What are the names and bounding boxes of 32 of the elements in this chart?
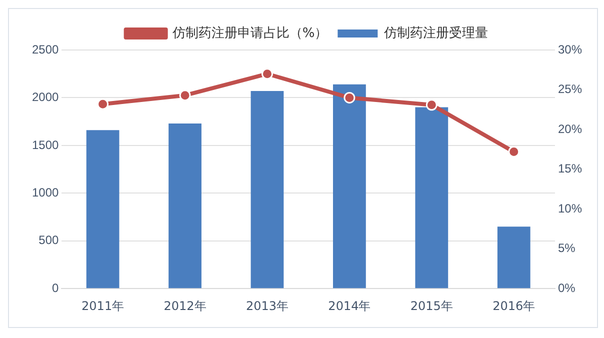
y2-tick-label: 25% <box>558 82 582 96</box>
point <box>426 99 438 111</box>
y2-tick-label: 20% <box>558 122 582 136</box>
point <box>344 92 356 104</box>
y2-tick-label: 5% <box>558 241 576 256</box>
bar <box>497 226 530 288</box>
point <box>97 98 109 110</box>
y-tick-label: 2000 <box>32 90 60 104</box>
legend-label: 仿制药注册受理量 <box>383 26 488 41</box>
x-tick-label: 2016年 <box>492 298 536 313</box>
x-tick-label: 2013年 <box>246 298 289 313</box>
point <box>179 90 191 102</box>
bar <box>415 107 448 288</box>
x-tick-label: 2011年 <box>82 298 124 313</box>
y2-tick-label: 10% <box>558 201 582 216</box>
y-tick-label: 0 <box>52 280 60 295</box>
y2-tick-label: 15% <box>558 162 582 176</box>
point <box>261 68 273 80</box>
y2-tick-label: 30% <box>558 42 582 56</box>
y-tick-label: 500 <box>38 233 60 248</box>
bar <box>86 130 120 288</box>
bar <box>168 123 202 288</box>
x-tick-label: 2014年 <box>328 298 371 313</box>
y-tick-label: 1000 <box>32 185 60 200</box>
y2-tick-label: 0% <box>558 280 576 295</box>
y-tick-label: 1500 <box>32 138 60 152</box>
legend-label: 仿制药注册申请占比（%） <box>171 26 328 41</box>
y-tick-label: 2500 <box>32 42 60 56</box>
bar <box>250 91 284 288</box>
bar <box>333 84 366 288</box>
x-tick-label: 2012年 <box>164 298 206 313</box>
x-tick-label: 2015年 <box>410 298 453 313</box>
